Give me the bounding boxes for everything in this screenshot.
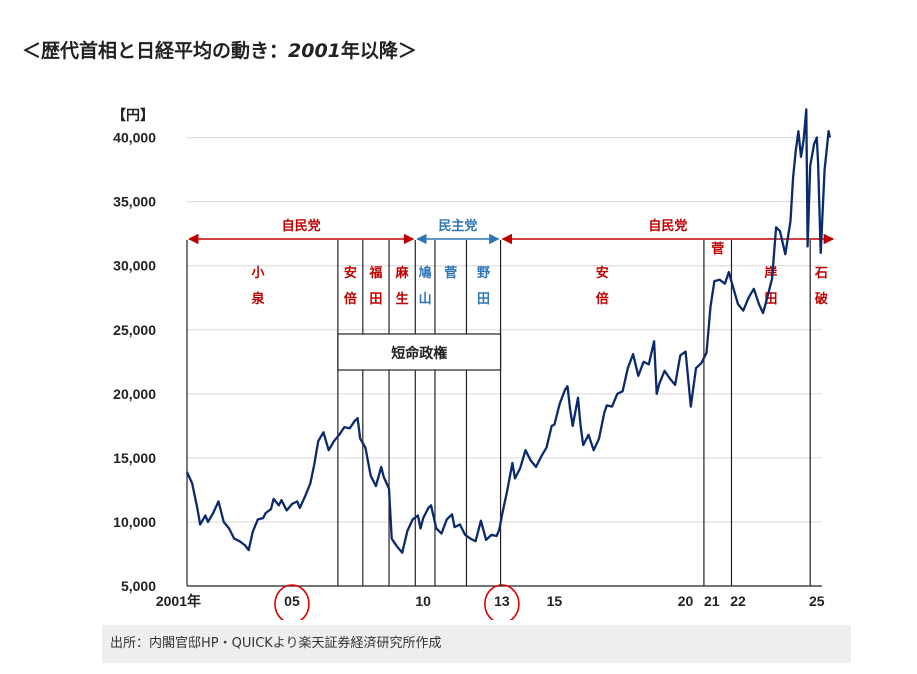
x-tick-circle <box>484 584 520 620</box>
short-lived-label: 短命政権 <box>391 345 447 362</box>
pm-name-char: 菅 <box>711 241 724 257</box>
pm-name-char: 安 <box>596 265 609 281</box>
pm-name-char: 山 <box>419 291 432 307</box>
pm-name-char: 破 <box>815 291 828 307</box>
pm-name-char: 鳩 <box>419 265 432 281</box>
pm-name-char: 生 <box>396 291 409 307</box>
pm-name-char: 倍 <box>596 291 609 307</box>
pm-name-char: 岸 <box>764 265 777 281</box>
pm-name-char: 安 <box>344 265 357 281</box>
y-unit-label: 【円】 <box>112 107 154 123</box>
y-tick-label: 40,000 <box>113 130 156 146</box>
pm-name-char: 倍 <box>344 291 357 307</box>
y-tick-label: 25,000 <box>113 322 156 338</box>
source-text: 出所：内閣官邸HP・QUICKより楽天証券経済研究所作成 <box>110 636 442 651</box>
x-tick-label: 2001年 <box>156 593 201 609</box>
source-note: 出所：内閣官邸HP・QUICKより楽天証券経済研究所作成 <box>102 625 851 663</box>
pm-name-char: 野 <box>477 266 490 281</box>
page-title: ＜歴代首相と日経平均の動き：2001年以降＞ <box>22 36 417 63</box>
pm-name-char: 菅 <box>444 265 457 281</box>
title-prefix: ＜歴代首相と日経平均の動き： <box>22 40 289 62</box>
x-tick-label: 05 <box>284 593 300 609</box>
y-tick-label: 15,000 <box>113 450 156 466</box>
x-tick-label: 20 <box>678 593 694 609</box>
x-tick-label: 25 <box>809 593 825 609</box>
x-tick-label: 22 <box>730 593 746 609</box>
title-year: 2001 <box>288 40 341 62</box>
x-tick-label: 21 <box>704 593 720 609</box>
party-label: 自民党 <box>282 218 321 234</box>
short-lived-box <box>337 333 502 371</box>
x-tick-circle <box>274 584 310 620</box>
pm-name-char: 福 <box>368 265 382 281</box>
party-label: 自民党 <box>648 218 687 234</box>
x-tick-label: 13 <box>494 593 510 609</box>
x-tick-label: 15 <box>547 593 563 609</box>
x-tick-label: 10 <box>415 593 431 609</box>
nikkei-price-line <box>185 108 832 554</box>
title-suffix: 年以降＞ <box>340 40 417 62</box>
y-tick-label: 20,000 <box>113 386 156 402</box>
y-tick-label: 5,000 <box>121 578 156 594</box>
y-tick-label: 10,000 <box>113 514 156 530</box>
pm-name-char: 麻 <box>395 265 410 281</box>
pm-name-char: 田 <box>369 292 382 307</box>
pm-name-char: 田 <box>477 292 490 307</box>
y-tick-label: 35,000 <box>113 194 156 210</box>
pm-name-char: 泉 <box>251 291 265 307</box>
pm-name-char: 石 <box>814 266 828 281</box>
nikkei-pm-chart: 5,000 10,000 15,000 20,000 25,000 30,000 35,00… <box>112 107 835 620</box>
party-label: 民主党 <box>438 218 477 234</box>
pm-name-char: 小 <box>251 266 264 281</box>
y-tick-label: 30,000 <box>113 258 156 274</box>
